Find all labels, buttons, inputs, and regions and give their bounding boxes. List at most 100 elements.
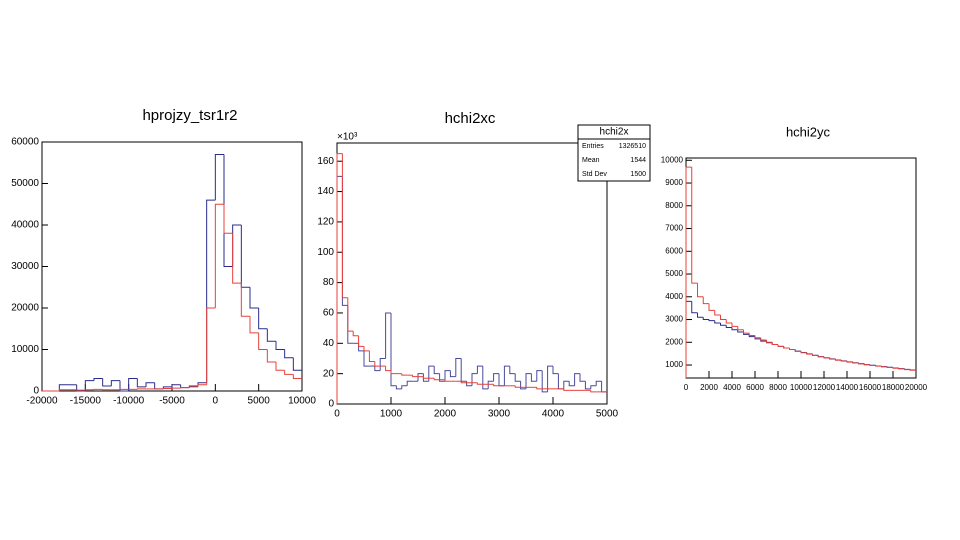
- histogram-bin: [93, 378, 103, 381]
- histogram-bin: [471, 373, 478, 386]
- stats-label: Entries: [582, 143, 604, 150]
- histogram-bin: [482, 366, 489, 390]
- histogram-bin: [863, 363, 870, 366]
- y-tick-label: 4000: [665, 292, 683, 301]
- histogram-bin: [232, 233, 242, 284]
- histogram-bin: [817, 355, 824, 358]
- x-tick-label: -5000: [159, 396, 185, 407]
- histogram-bin: [374, 366, 381, 372]
- y-tick-label: 40: [323, 338, 335, 349]
- y-tick-label: 160: [317, 156, 334, 167]
- histogram-bin: [336, 153, 343, 404]
- histogram-bin: [284, 370, 294, 375]
- x-tick-label: 14000: [836, 383, 859, 392]
- histogram-bin: [58, 384, 68, 391]
- histogram-bin: [530, 373, 537, 382]
- histogram-bin: [363, 346, 370, 352]
- histogram-bin: [476, 365, 483, 374]
- x-tick-label: 6000: [746, 383, 764, 392]
- y-tick-label: 5000: [665, 269, 683, 278]
- histogram-bin: [401, 373, 408, 376]
- histogram-bin: [691, 167, 698, 284]
- histogram-bin: [725, 319, 732, 324]
- plot-frame: [685, 157, 917, 379]
- y-tick-label: 7000: [665, 224, 683, 233]
- histogram-bin: [444, 370, 451, 382]
- histogram-bin: [232, 224, 242, 267]
- histogram-bin: [136, 378, 146, 388]
- histogram-bin: [275, 361, 285, 371]
- x-tick-label: -10000: [113, 396, 145, 407]
- y-tick-label: 120: [317, 217, 334, 228]
- y-tick-label: 20: [323, 368, 335, 379]
- plot-frame: [336, 142, 608, 405]
- histogram-bin: [708, 303, 715, 311]
- y-tick-label: 60000: [11, 137, 39, 148]
- histogram-bin: [503, 365, 510, 386]
- histogram-bin: [806, 352, 813, 355]
- histogram-bin: [789, 347, 796, 351]
- histogram-bin: [568, 381, 575, 387]
- x-tick-label: 0: [334, 409, 340, 420]
- histogram-bin: [881, 366, 888, 368]
- y-tick-label: 0: [328, 399, 334, 410]
- histogram-bin: [737, 329, 744, 333]
- histogram-bin: [275, 341, 285, 350]
- histogram-bin: [358, 343, 364, 352]
- histogram-bin: [498, 373, 505, 387]
- histogram-bin: [563, 388, 570, 391]
- y-tick-label: 80: [323, 277, 335, 288]
- histogram-bin: [892, 367, 899, 369]
- histogram-bin: [846, 361, 853, 363]
- y-tick-label: 50000: [11, 178, 39, 189]
- histogram-bin: [601, 381, 607, 393]
- histogram-bin: [249, 287, 259, 309]
- x-tick-label: 0: [213, 396, 219, 407]
- x-tick-label: 3000: [488, 409, 511, 420]
- stats-label: Std Dev: [582, 171, 607, 178]
- x-tick-label: 1000: [380, 409, 403, 420]
- y-tick-label: 3000: [665, 315, 683, 324]
- histogram-bin: [76, 384, 86, 392]
- y-tick-label: 100: [317, 247, 334, 258]
- histogram-bin: [702, 296, 709, 305]
- histogram-bin: [258, 332, 268, 350]
- x-tick-label: 8000: [769, 383, 787, 392]
- histogram-bin: [406, 380, 413, 386]
- x-tick-label: 5000: [248, 396, 271, 407]
- histogram-bin: [904, 368, 911, 371]
- histogram-bin: [777, 344, 784, 347]
- histogram-bin: [171, 384, 181, 387]
- histogram-bin: [697, 312, 704, 318]
- histogram-bin: [493, 373, 499, 382]
- histogram-bin: [439, 373, 445, 382]
- y-tick-label: 60: [323, 308, 335, 319]
- histogram-bin: [595, 380, 602, 386]
- x-tick-label: 12000: [813, 383, 836, 392]
- y-tick-label: 2000: [665, 337, 683, 346]
- histogram-bin: [214, 203, 224, 308]
- histogram-bin: [119, 380, 129, 392]
- histogram-bin: [898, 368, 905, 370]
- histogram-bin: [731, 327, 738, 331]
- x-tick-label: 2000: [434, 409, 457, 420]
- histogram-bin: [385, 366, 391, 372]
- histogram-bin: [444, 379, 451, 382]
- histogram-bin: [574, 373, 580, 386]
- histogram-bin: [760, 337, 767, 341]
- histogram-bin: [401, 385, 408, 389]
- histogram-bin: [875, 365, 882, 367]
- histogram-bin: [835, 359, 842, 361]
- y-tick-label: 140: [317, 186, 334, 197]
- y-tick-label: 40000: [11, 220, 39, 231]
- histogram-bin: [852, 362, 859, 364]
- y-tick-label: 0: [33, 386, 39, 397]
- histogram-bin: [284, 349, 294, 359]
- histogram-bin: [422, 373, 429, 382]
- histogram-bin: [520, 381, 526, 390]
- stats-box: [577, 124, 651, 182]
- histogram-bin: [390, 312, 397, 387]
- x-tick-label: 4000: [723, 383, 741, 392]
- histogram-bin: [433, 366, 440, 375]
- histogram-bin: [223, 154, 233, 267]
